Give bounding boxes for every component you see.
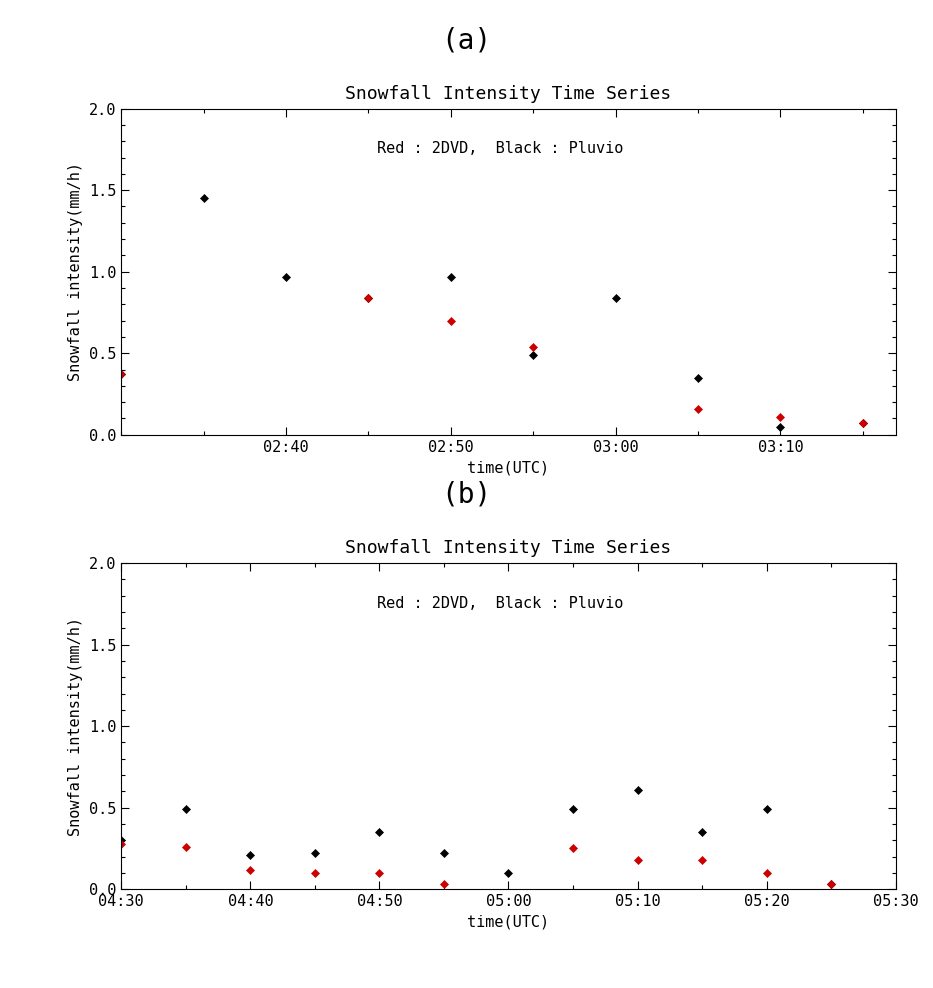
Text: (b): (b) — [441, 481, 492, 509]
X-axis label: time(UTC): time(UTC) — [467, 460, 550, 475]
Text: Red : 2DVD,  Black : Pluvio: Red : 2DVD, Black : Pluvio — [377, 141, 623, 156]
Title: Snowfall Intensity Time Series: Snowfall Intensity Time Series — [345, 539, 672, 557]
Text: (a): (a) — [441, 27, 492, 54]
X-axis label: time(UTC): time(UTC) — [467, 915, 550, 930]
Text: Red : 2DVD,  Black : Pluvio: Red : 2DVD, Black : Pluvio — [377, 596, 623, 611]
Y-axis label: Snowfall intensity(mm/h): Snowfall intensity(mm/h) — [68, 617, 83, 836]
Y-axis label: Snowfall intensity(mm/h): Snowfall intensity(mm/h) — [68, 162, 83, 381]
Title: Snowfall Intensity Time Series: Snowfall Intensity Time Series — [345, 85, 672, 103]
